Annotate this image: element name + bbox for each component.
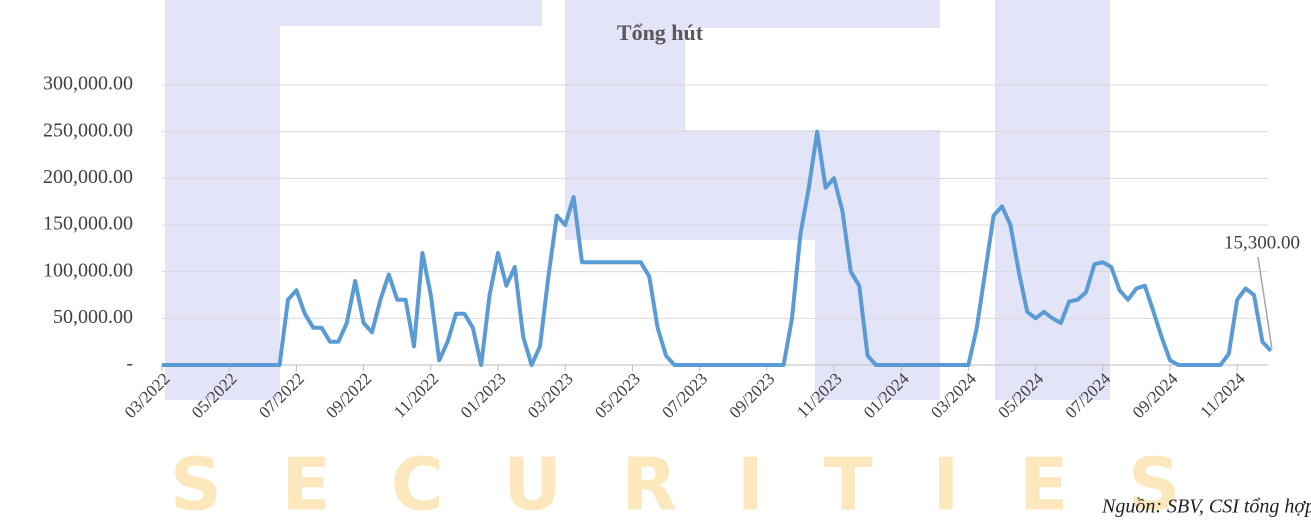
y-tick-label: 50,000.00 — [53, 306, 133, 328]
label-leader — [1257, 256, 1273, 348]
y-tick-label: 100,000.00 — [43, 259, 133, 281]
y-tick-label: 250,000.00 — [43, 119, 133, 141]
y-tick-label: 150,000.00 — [43, 213, 133, 235]
x-tick-label: 09/2022 — [322, 369, 375, 422]
y-tick-label: - — [126, 353, 133, 375]
x-tick-label: 09/2023 — [726, 369, 779, 422]
x-tick-label: 07/2023 — [658, 369, 711, 422]
chart-title: Tổng hút — [617, 20, 704, 45]
watermark-text: SECURITIES — [170, 443, 1180, 527]
x-tick-label: 11/2022 — [390, 369, 442, 421]
x-tick-label: 05/2023 — [591, 369, 644, 422]
y-tick-label: 200,000.00 — [43, 166, 133, 188]
x-tick-label: 01/2023 — [457, 369, 510, 422]
x-tick-label: 03/2023 — [524, 369, 577, 422]
y-tick-label: 300,000.00 — [43, 73, 133, 95]
data-label: 15,300.00 — [1224, 232, 1300, 253]
watermark-logo — [165, 0, 1110, 400]
x-tick-label: 11/2024 — [1196, 369, 1249, 422]
source-note: Nguồn: SBV, CSI tổng hợp — [1101, 496, 1311, 518]
series-line — [162, 129, 1273, 367]
x-tick-label: 09/2024 — [1129, 369, 1182, 422]
